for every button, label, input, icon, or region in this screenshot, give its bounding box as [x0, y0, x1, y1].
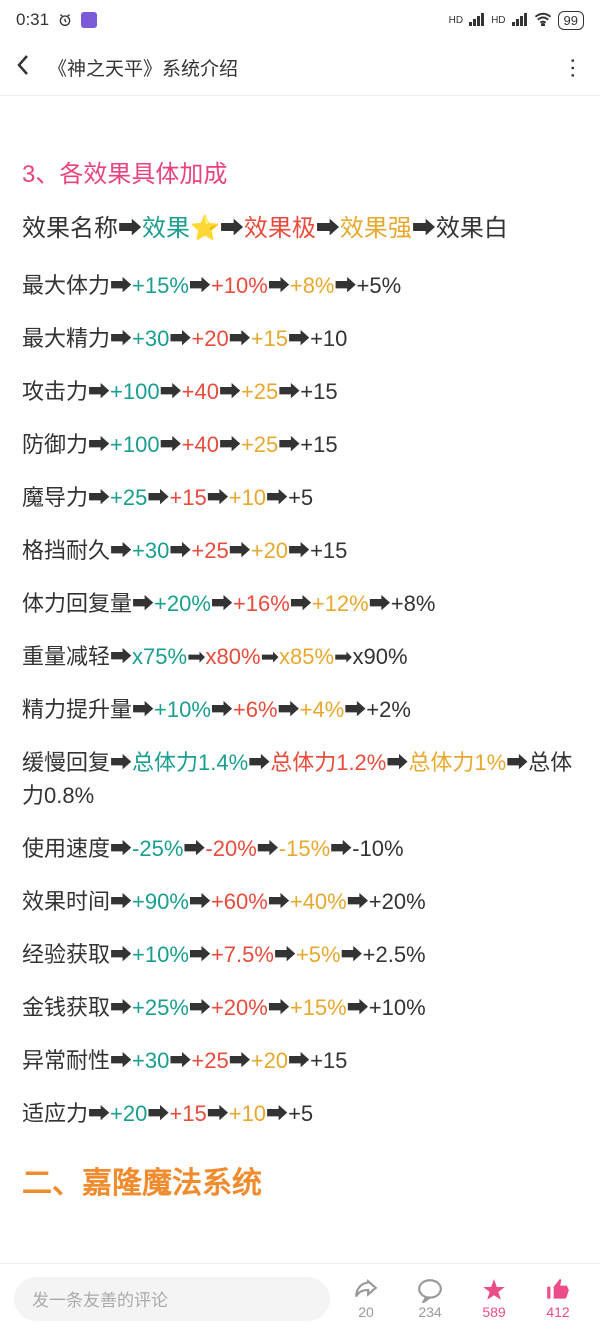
page-title: 《神之天平》系统介绍 [48, 54, 544, 81]
back-icon[interactable] [16, 54, 30, 82]
effect-row: 效果时间➡+90%➡+60%➡+40%➡+20% [22, 885, 578, 918]
star-count: 589 [482, 1304, 505, 1320]
comment-count: 234 [418, 1304, 441, 1320]
effect-row: 格挡耐久➡+30➡+25➡+20➡+15 [22, 534, 578, 567]
effect-row: 金钱获取➡+25%➡+20%➡+15%➡+10% [22, 991, 578, 1024]
status-right: HD HD 99 [449, 11, 584, 30]
effect-row: 经验获取➡+10%➡+7.5%➡+5%➡+2.5% [22, 938, 578, 971]
more-icon[interactable]: ⋯ [560, 57, 586, 79]
effect-row: 最大体力➡+15%➡+10%➡+8%➡+5% [22, 269, 578, 302]
bottom-bar: 发一条友善的评论 20 234 589 412 [0, 1263, 600, 1333]
effect-row: 重量减轻➡x75%➡x80%➡x85%➡x90% [22, 640, 578, 673]
status-left: 0:31 [16, 10, 97, 30]
status-bar: 0:31 HD HD 99 [0, 0, 600, 40]
hd-label-1: HD [449, 15, 463, 26]
effects-header-row: 效果名称➡效果⭐➡效果极➡效果强➡效果白 [22, 211, 578, 247]
section-2-title: 二、嘉隆魔法系统 [22, 1158, 578, 1202]
share-count: 20 [358, 1304, 374, 1320]
app-badge-icon [81, 12, 97, 28]
comment-input[interactable]: 发一条友善的评论 [14, 1277, 330, 1321]
effect-row: 精力提升量➡+10%➡+6%➡+4%➡+2% [22, 693, 578, 726]
like-button[interactable]: 412 [530, 1277, 586, 1320]
effect-row: 缓慢回复➡总体力1.4%➡总体力1.2%➡总体力1%➡总体力0.8% [22, 746, 578, 812]
effect-row: 魔导力➡+25➡+15➡+10➡+5 [22, 481, 578, 514]
effect-row: 体力回复量➡+20%➡+16%➡+12%➡+8% [22, 587, 578, 620]
wifi-icon [534, 12, 552, 29]
battery-indicator: 99 [558, 11, 584, 30]
page-header: 《神之天平》系统介绍 ⋯ [0, 40, 600, 96]
signal-icon-2 [512, 12, 528, 29]
star-button[interactable]: 589 [466, 1277, 522, 1320]
signal-icon-1 [469, 12, 485, 29]
effect-row: 最大精力➡+30➡+20➡+15➡+10 [22, 322, 578, 355]
comment-button[interactable]: 234 [402, 1277, 458, 1320]
article-content: 3、各效果具体加成 效果名称➡效果⭐➡效果极➡效果强➡效果白 最大体力➡+15%… [0, 96, 600, 1202]
effect-row: 防御力➡+100➡+40➡+25➡+15 [22, 428, 578, 461]
effect-row: 异常耐性➡+30➡+25➡+20➡+15 [22, 1044, 578, 1077]
effect-row: 适应力➡+20➡+15➡+10➡+5 [22, 1097, 578, 1130]
alarm-icon [57, 12, 73, 28]
effect-row: 攻击力➡+100➡+40➡+25➡+15 [22, 375, 578, 408]
section-1-title: 3、各效果具体加成 [22, 154, 578, 189]
share-button[interactable]: 20 [338, 1277, 394, 1320]
status-time: 0:31 [16, 10, 49, 30]
comment-placeholder: 发一条友善的评论 [32, 1286, 168, 1311]
like-count: 412 [546, 1304, 569, 1320]
hd-label-2: HD [491, 15, 505, 26]
effect-row: 使用速度➡-25%➡-20%➡-15%➡-10% [22, 832, 578, 865]
